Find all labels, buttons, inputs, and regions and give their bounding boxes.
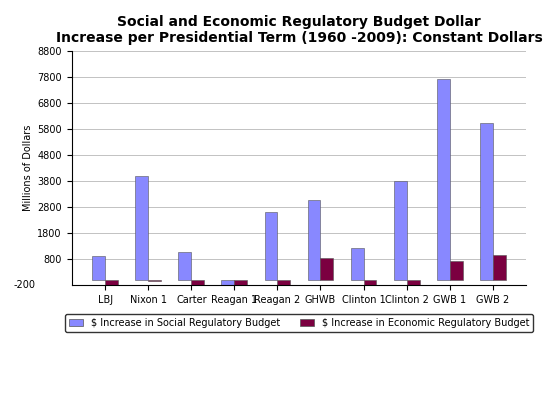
- Bar: [406, 280, 419, 289]
- Bar: [234, 280, 247, 290]
- Bar: [394, 181, 406, 280]
- Bar: [148, 280, 161, 281]
- Bar: [307, 200, 320, 280]
- Bar: [320, 257, 333, 280]
- Bar: [105, 280, 118, 286]
- Bar: [363, 280, 376, 285]
- Legend: $ Increase in Social Regulatory Budget, $ Increase in Economic Regulatory Budget: $ Increase in Social Regulatory Budget, …: [65, 314, 533, 332]
- Bar: [449, 261, 462, 280]
- Y-axis label: Millions of Dollars: Millions of Dollars: [23, 125, 33, 211]
- Bar: [92, 256, 105, 280]
- Text: -200: -200: [13, 280, 35, 290]
- Bar: [135, 176, 148, 280]
- Bar: [480, 123, 492, 280]
- Bar: [277, 280, 290, 289]
- Bar: [350, 248, 363, 280]
- Bar: [492, 255, 505, 280]
- Bar: [221, 280, 234, 285]
- Bar: [191, 280, 204, 289]
- Bar: [264, 212, 277, 280]
- Title: Social and Economic Regulatory Budget Dollar
Increase per Presidential Term (196: Social and Economic Regulatory Budget Do…: [55, 15, 542, 45]
- Bar: [437, 79, 449, 280]
- Bar: [178, 252, 191, 280]
